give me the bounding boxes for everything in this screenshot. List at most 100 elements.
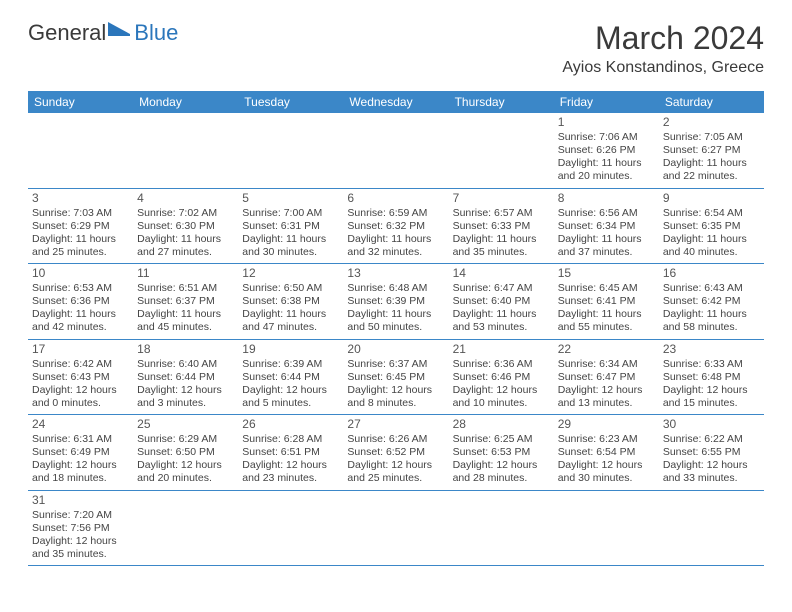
daylight-text: and 10 minutes. <box>453 397 550 410</box>
daylight-text: Daylight: 11 hours <box>453 308 550 321</box>
sunset-text: Sunset: 6:52 PM <box>347 446 444 459</box>
calendar-cell: 12Sunrise: 6:50 AMSunset: 6:38 PMDayligh… <box>238 264 343 340</box>
logo-word1: General <box>28 20 106 46</box>
calendar-cell: 17Sunrise: 6:42 AMSunset: 6:43 PMDayligh… <box>28 339 133 415</box>
day-number: 25 <box>137 417 234 432</box>
day-number: 31 <box>32 493 129 508</box>
sunset-text: Sunset: 6:32 PM <box>347 220 444 233</box>
daylight-text: and 0 minutes. <box>32 397 129 410</box>
sunset-text: Sunset: 6:41 PM <box>558 295 655 308</box>
calendar-cell: 25Sunrise: 6:29 AMSunset: 6:50 PMDayligh… <box>133 415 238 491</box>
calendar-cell: 3Sunrise: 7:03 AMSunset: 6:29 PMDaylight… <box>28 188 133 264</box>
day-number: 2 <box>663 115 760 130</box>
calendar-cell-empty <box>343 490 448 566</box>
daylight-text: Daylight: 11 hours <box>558 233 655 246</box>
dow-header: Sunday <box>28 91 133 113</box>
day-number: 1 <box>558 115 655 130</box>
daylight-text: Daylight: 12 hours <box>453 384 550 397</box>
daylight-text: and 18 minutes. <box>32 472 129 485</box>
sunset-text: Sunset: 6:33 PM <box>453 220 550 233</box>
calendar-cell: 9Sunrise: 6:54 AMSunset: 6:35 PMDaylight… <box>659 188 764 264</box>
sunset-text: Sunset: 6:27 PM <box>663 144 760 157</box>
day-number: 14 <box>453 266 550 281</box>
day-number: 22 <box>558 342 655 357</box>
calendar-cell: 26Sunrise: 6:28 AMSunset: 6:51 PMDayligh… <box>238 415 343 491</box>
daylight-text: and 20 minutes. <box>558 170 655 183</box>
day-number: 13 <box>347 266 444 281</box>
calendar-cell: 11Sunrise: 6:51 AMSunset: 6:37 PMDayligh… <box>133 264 238 340</box>
dow-header: Saturday <box>659 91 764 113</box>
sunset-text: Sunset: 6:55 PM <box>663 446 760 459</box>
sunrise-text: Sunrise: 6:50 AM <box>242 282 339 295</box>
calendar-cell-empty <box>133 490 238 566</box>
sunrise-text: Sunrise: 6:25 AM <box>453 433 550 446</box>
sunrise-text: Sunrise: 6:51 AM <box>137 282 234 295</box>
sunrise-text: Sunrise: 6:40 AM <box>137 358 234 371</box>
calendar-row: 31Sunrise: 7:20 AMSunset: 7:56 PMDayligh… <box>28 490 764 566</box>
sunset-text: Sunset: 6:31 PM <box>242 220 339 233</box>
calendar-cell-empty <box>238 113 343 188</box>
daylight-text: and 3 minutes. <box>137 397 234 410</box>
logo-word2: Blue <box>134 20 178 46</box>
dow-header: Wednesday <box>343 91 448 113</box>
daylight-text: Daylight: 12 hours <box>242 459 339 472</box>
sunset-text: Sunset: 6:37 PM <box>137 295 234 308</box>
daylight-text: and 55 minutes. <box>558 321 655 334</box>
daylight-text: Daylight: 11 hours <box>242 233 339 246</box>
calendar-cell-empty <box>449 113 554 188</box>
daylight-text: and 45 minutes. <box>137 321 234 334</box>
sunset-text: Sunset: 6:45 PM <box>347 371 444 384</box>
calendar-cell-empty <box>343 113 448 188</box>
sunset-text: Sunset: 6:34 PM <box>558 220 655 233</box>
calendar-row: 3Sunrise: 7:03 AMSunset: 6:29 PMDaylight… <box>28 188 764 264</box>
calendar-cell-empty <box>659 490 764 566</box>
calendar-cell: 1Sunrise: 7:06 AMSunset: 6:26 PMDaylight… <box>554 113 659 188</box>
day-number: 12 <box>242 266 339 281</box>
calendar-cell-empty <box>133 113 238 188</box>
day-number: 10 <box>32 266 129 281</box>
day-number: 16 <box>663 266 760 281</box>
calendar-cell: 6Sunrise: 6:59 AMSunset: 6:32 PMDaylight… <box>343 188 448 264</box>
day-number: 29 <box>558 417 655 432</box>
daylight-text: Daylight: 11 hours <box>558 308 655 321</box>
daylight-text: Daylight: 12 hours <box>32 535 129 548</box>
day-number: 23 <box>663 342 760 357</box>
month-title: March 2024 <box>562 20 764 57</box>
calendar-cell: 10Sunrise: 6:53 AMSunset: 6:36 PMDayligh… <box>28 264 133 340</box>
day-number: 11 <box>137 266 234 281</box>
calendar-cell: 24Sunrise: 6:31 AMSunset: 6:49 PMDayligh… <box>28 415 133 491</box>
calendar-cell: 22Sunrise: 6:34 AMSunset: 6:47 PMDayligh… <box>554 339 659 415</box>
calendar-cell: 5Sunrise: 7:00 AMSunset: 6:31 PMDaylight… <box>238 188 343 264</box>
daylight-text: Daylight: 11 hours <box>663 233 760 246</box>
sunset-text: Sunset: 6:30 PM <box>137 220 234 233</box>
calendar-row: 17Sunrise: 6:42 AMSunset: 6:43 PMDayligh… <box>28 339 764 415</box>
day-number: 3 <box>32 191 129 206</box>
dow-header: Thursday <box>449 91 554 113</box>
sunrise-text: Sunrise: 6:37 AM <box>347 358 444 371</box>
sunset-text: Sunset: 6:51 PM <box>242 446 339 459</box>
calendar-cell: 27Sunrise: 6:26 AMSunset: 6:52 PMDayligh… <box>343 415 448 491</box>
sunset-text: Sunset: 6:53 PM <box>453 446 550 459</box>
daylight-text: Daylight: 12 hours <box>242 384 339 397</box>
calendar-header-row: SundayMondayTuesdayWednesdayThursdayFrid… <box>28 91 764 113</box>
daylight-text: and 37 minutes. <box>558 246 655 259</box>
calendar-cell: 23Sunrise: 6:33 AMSunset: 6:48 PMDayligh… <box>659 339 764 415</box>
day-number: 7 <box>453 191 550 206</box>
calendar-cell: 14Sunrise: 6:47 AMSunset: 6:40 PMDayligh… <box>449 264 554 340</box>
sunset-text: Sunset: 6:36 PM <box>32 295 129 308</box>
sunrise-text: Sunrise: 7:06 AM <box>558 131 655 144</box>
daylight-text: and 30 minutes. <box>242 246 339 259</box>
sunrise-text: Sunrise: 6:28 AM <box>242 433 339 446</box>
daylight-text: and 30 minutes. <box>558 472 655 485</box>
calendar-row: 24Sunrise: 6:31 AMSunset: 6:49 PMDayligh… <box>28 415 764 491</box>
calendar-row: 10Sunrise: 6:53 AMSunset: 6:36 PMDayligh… <box>28 264 764 340</box>
dow-header: Tuesday <box>238 91 343 113</box>
daylight-text: Daylight: 11 hours <box>137 308 234 321</box>
day-number: 26 <box>242 417 339 432</box>
day-number: 18 <box>137 342 234 357</box>
sunset-text: Sunset: 6:54 PM <box>558 446 655 459</box>
daylight-text: and 40 minutes. <box>663 246 760 259</box>
day-number: 17 <box>32 342 129 357</box>
sunset-text: Sunset: 6:44 PM <box>137 371 234 384</box>
day-number: 15 <box>558 266 655 281</box>
